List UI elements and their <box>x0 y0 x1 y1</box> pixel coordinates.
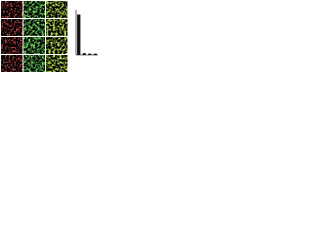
panel-signal <box>1 55 23 72</box>
panel-signal <box>23 1 45 18</box>
bar <box>93 53 97 55</box>
bar <box>77 14 81 55</box>
figure <box>1 1 98 72</box>
panel-signal <box>46 19 68 36</box>
panel-signal <box>46 1 68 18</box>
panel-signal <box>46 55 68 72</box>
bar-chart <box>75 10 98 56</box>
panel-signal <box>23 55 45 72</box>
panel-signal <box>1 1 23 18</box>
panel-signal <box>46 37 68 54</box>
bar <box>82 53 86 55</box>
bar <box>88 53 92 55</box>
panel-signal <box>1 37 23 54</box>
panel-signal <box>23 37 45 54</box>
panel-signal <box>1 19 23 36</box>
panel-signal <box>23 19 45 36</box>
micrograph-grid <box>1 1 68 72</box>
